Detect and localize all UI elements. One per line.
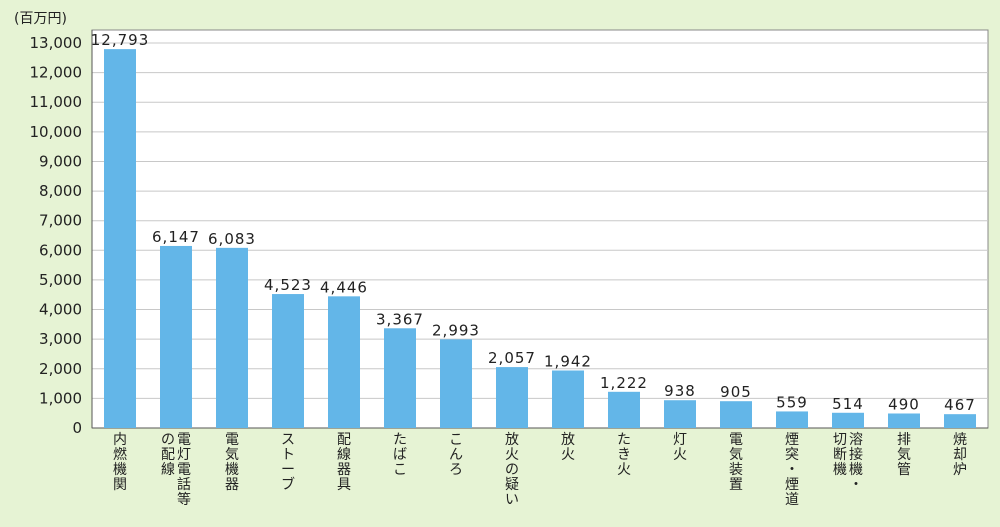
- bar: [104, 49, 136, 429]
- value-label: 6,083: [208, 230, 256, 248]
- value-label: 4,446: [320, 278, 368, 296]
- y-tick-label: 9,000: [39, 152, 82, 170]
- category-label: 煙突・煙道: [785, 432, 799, 508]
- category-label: 切断機: [833, 432, 847, 478]
- y-tick-label: 2,000: [39, 360, 82, 378]
- value-label: 2,057: [488, 349, 536, 367]
- bar: [944, 414, 976, 428]
- y-axis-unit-label: (百万円): [14, 11, 67, 27]
- y-tick-label: 7,000: [39, 212, 82, 230]
- category-label: の配線: [161, 432, 175, 478]
- category-label: たばこ: [393, 432, 407, 478]
- value-label: 2,993: [432, 321, 480, 339]
- category-label: 電気機器: [225, 432, 239, 493]
- bar: [384, 328, 416, 428]
- y-tick-label: 1,000: [39, 389, 82, 407]
- bar: [664, 400, 696, 428]
- bar: [216, 247, 248, 428]
- y-tick-label: 12,000: [30, 64, 83, 82]
- bar: [272, 294, 304, 428]
- value-label: 1,942: [544, 352, 592, 370]
- category-label: 内燃機関: [113, 432, 127, 493]
- y-tick-label: 3,000: [39, 330, 82, 348]
- y-tick-label: 6,000: [39, 241, 82, 259]
- category-label: ストーブ: [281, 432, 295, 493]
- bar: [160, 245, 192, 428]
- category-label: 溶接機・: [849, 432, 863, 493]
- value-label: 905: [720, 383, 752, 401]
- y-tick-label: 13,000: [30, 34, 83, 52]
- value-label: 938: [664, 382, 696, 400]
- category-label: こんろ: [449, 432, 463, 478]
- category-label: 放火: [561, 432, 575, 463]
- value-label: 467: [944, 396, 976, 414]
- y-tick-label: 10,000: [30, 123, 83, 141]
- category-label: 灯火: [673, 432, 687, 463]
- value-label: 514: [832, 395, 864, 413]
- y-tick-label: 4,000: [39, 301, 82, 319]
- value-label: 6,147: [152, 228, 200, 246]
- value-label: 490: [888, 395, 920, 413]
- category-label: 焼却炉: [953, 432, 967, 478]
- category-label: たき火: [617, 432, 631, 478]
- value-label: 4,523: [264, 276, 312, 294]
- bar: [440, 339, 472, 428]
- bar: [720, 401, 752, 428]
- bar: [328, 296, 360, 428]
- value-label: 559: [776, 393, 808, 411]
- value-label: 12,793: [91, 31, 150, 49]
- y-tick-label: 0: [72, 419, 82, 437]
- bar: [776, 411, 808, 428]
- bar: [888, 413, 920, 428]
- bar: [608, 391, 640, 428]
- category-label: 配線器具: [337, 432, 351, 493]
- value-label: 3,367: [376, 310, 424, 328]
- y-tick-label: 8,000: [39, 182, 82, 200]
- category-label: 排気管: [897, 432, 911, 478]
- bar: [552, 370, 584, 428]
- y-tick-label: 11,000: [30, 93, 83, 111]
- bar: [832, 412, 864, 428]
- y-tick-label: 5,000: [39, 271, 82, 289]
- value-label: 1,222: [600, 374, 648, 392]
- category-label: 電灯電話等: [177, 432, 191, 508]
- category-label: 放火の疑い: [505, 432, 519, 508]
- bar: [496, 367, 528, 428]
- category-label: 電気装置: [729, 432, 743, 493]
